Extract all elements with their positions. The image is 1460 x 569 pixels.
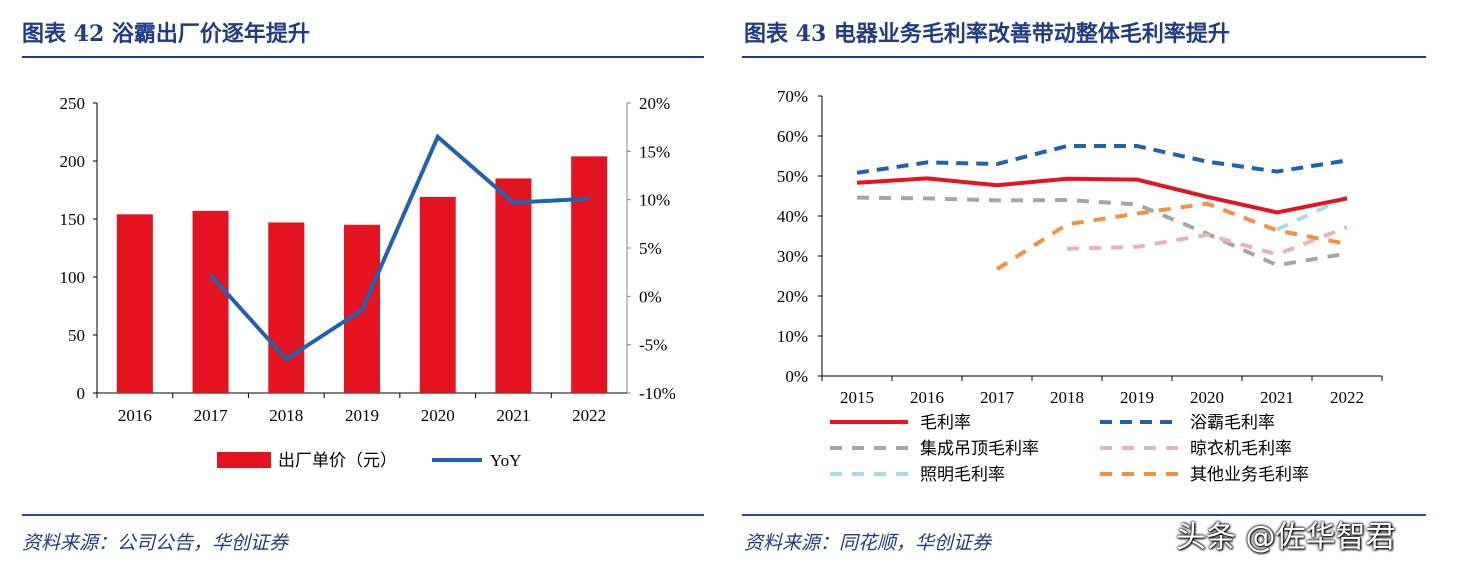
x-tick-label: 2022	[1330, 388, 1364, 407]
bar-2021	[495, 178, 532, 393]
x-tick-label: 2019	[345, 406, 379, 425]
legend-label-2: 集成吊顶毛利率	[920, 439, 1039, 458]
right-source: 资料来源：同花顺，华创证券	[744, 532, 992, 554]
y-tick-label: 200	[60, 152, 86, 171]
price-chart: 0 50 100 150 200 250 -10% -5% 0% 5% 10% 15% 20% 2016 2…	[60, 94, 676, 470]
x-tick-label: 2017	[980, 388, 1015, 407]
right-source-rule	[742, 514, 1426, 516]
right-title-rule	[742, 56, 1426, 58]
legend-label-5: 其他业务毛利率	[1190, 465, 1309, 484]
x-tick-label: 2020	[1190, 388, 1224, 407]
y2-tick-label: 0%	[639, 287, 662, 306]
y2-tick-label: 10%	[639, 191, 670, 210]
x-tick-label: 2015	[840, 388, 874, 407]
y-tick-label: 30%	[777, 247, 808, 266]
x-tick-label: 2018	[269, 406, 303, 425]
bar-2022	[571, 156, 608, 393]
y-tick-label: 50%	[777, 167, 808, 186]
x-tick-label: 2019	[1120, 388, 1154, 407]
left-chart-title: 图表 42 浴霸出厂价逐年提升	[22, 21, 310, 47]
x-tick-label: 2022	[572, 406, 606, 425]
y2-tick-label: 15%	[639, 142, 670, 161]
legend-label-1: 浴霸毛利率	[1190, 413, 1275, 432]
y-tick-label: 20%	[777, 287, 808, 306]
y-tick-label: 0%	[785, 367, 808, 386]
y2-tick-label: -5%	[639, 336, 667, 355]
x-tick-label: 2021	[1260, 388, 1294, 407]
y-tick-label: 50	[68, 326, 85, 345]
y-tick-label: 70%	[777, 87, 808, 106]
series-line-5	[995, 201, 1348, 271]
legend-label-0: 毛利率	[920, 413, 971, 432]
bar-2020	[419, 196, 456, 393]
left-source: 资料来源：公司公告，华创证券	[22, 532, 289, 554]
y-tick-label: 100	[60, 268, 86, 287]
legend-line-label: YoY	[490, 451, 521, 470]
legend-bar-label: 出厂单价（元）	[278, 451, 397, 470]
right-chart-title: 图表 43 电器业务毛利率改善带动整体毛利率提升	[744, 21, 1230, 47]
series-line-0	[856, 176, 1348, 215]
left-source-rule	[22, 514, 704, 516]
watermark: 头条 @佐华智君	[1176, 520, 1396, 555]
y-tick-label: 40%	[777, 207, 808, 226]
y-tick-label: 150	[60, 210, 86, 229]
y2-tick-label: 20%	[639, 94, 670, 113]
series-line-3	[1066, 225, 1348, 257]
x-tick-label: 2016	[118, 406, 152, 425]
bar-2018	[268, 222, 305, 393]
y-tick-label: 0	[77, 384, 86, 403]
bar-2016	[116, 214, 153, 393]
y-tick-label: 10%	[777, 327, 808, 346]
legend-bar-swatch	[217, 452, 271, 468]
left-title-rule	[22, 56, 704, 58]
x-tick-label: 2018	[1050, 388, 1084, 407]
margin-chart: 0% 10% 20% 30% 40% 50% 60% 70% 2015 2016 2017 2018 2…	[777, 87, 1383, 484]
y-tick-label: 60%	[777, 127, 808, 146]
x-tick-label: 2017	[194, 406, 229, 425]
series-line-2	[856, 195, 1348, 268]
y2-tick-label: 5%	[639, 239, 662, 258]
bar-2017	[192, 210, 229, 393]
legend-label-3: 晾衣机毛利率	[1190, 439, 1292, 458]
y-tick-label: 250	[60, 94, 86, 113]
series-line-1	[856, 144, 1348, 175]
x-tick-label: 2021	[496, 406, 530, 425]
legend-label-4: 照明毛利率	[920, 465, 1005, 484]
x-tick-label: 2020	[421, 406, 455, 425]
yoy-line	[209, 133, 590, 362]
y2-tick-label: -10%	[639, 384, 676, 403]
x-tick-label: 2016	[910, 388, 944, 407]
